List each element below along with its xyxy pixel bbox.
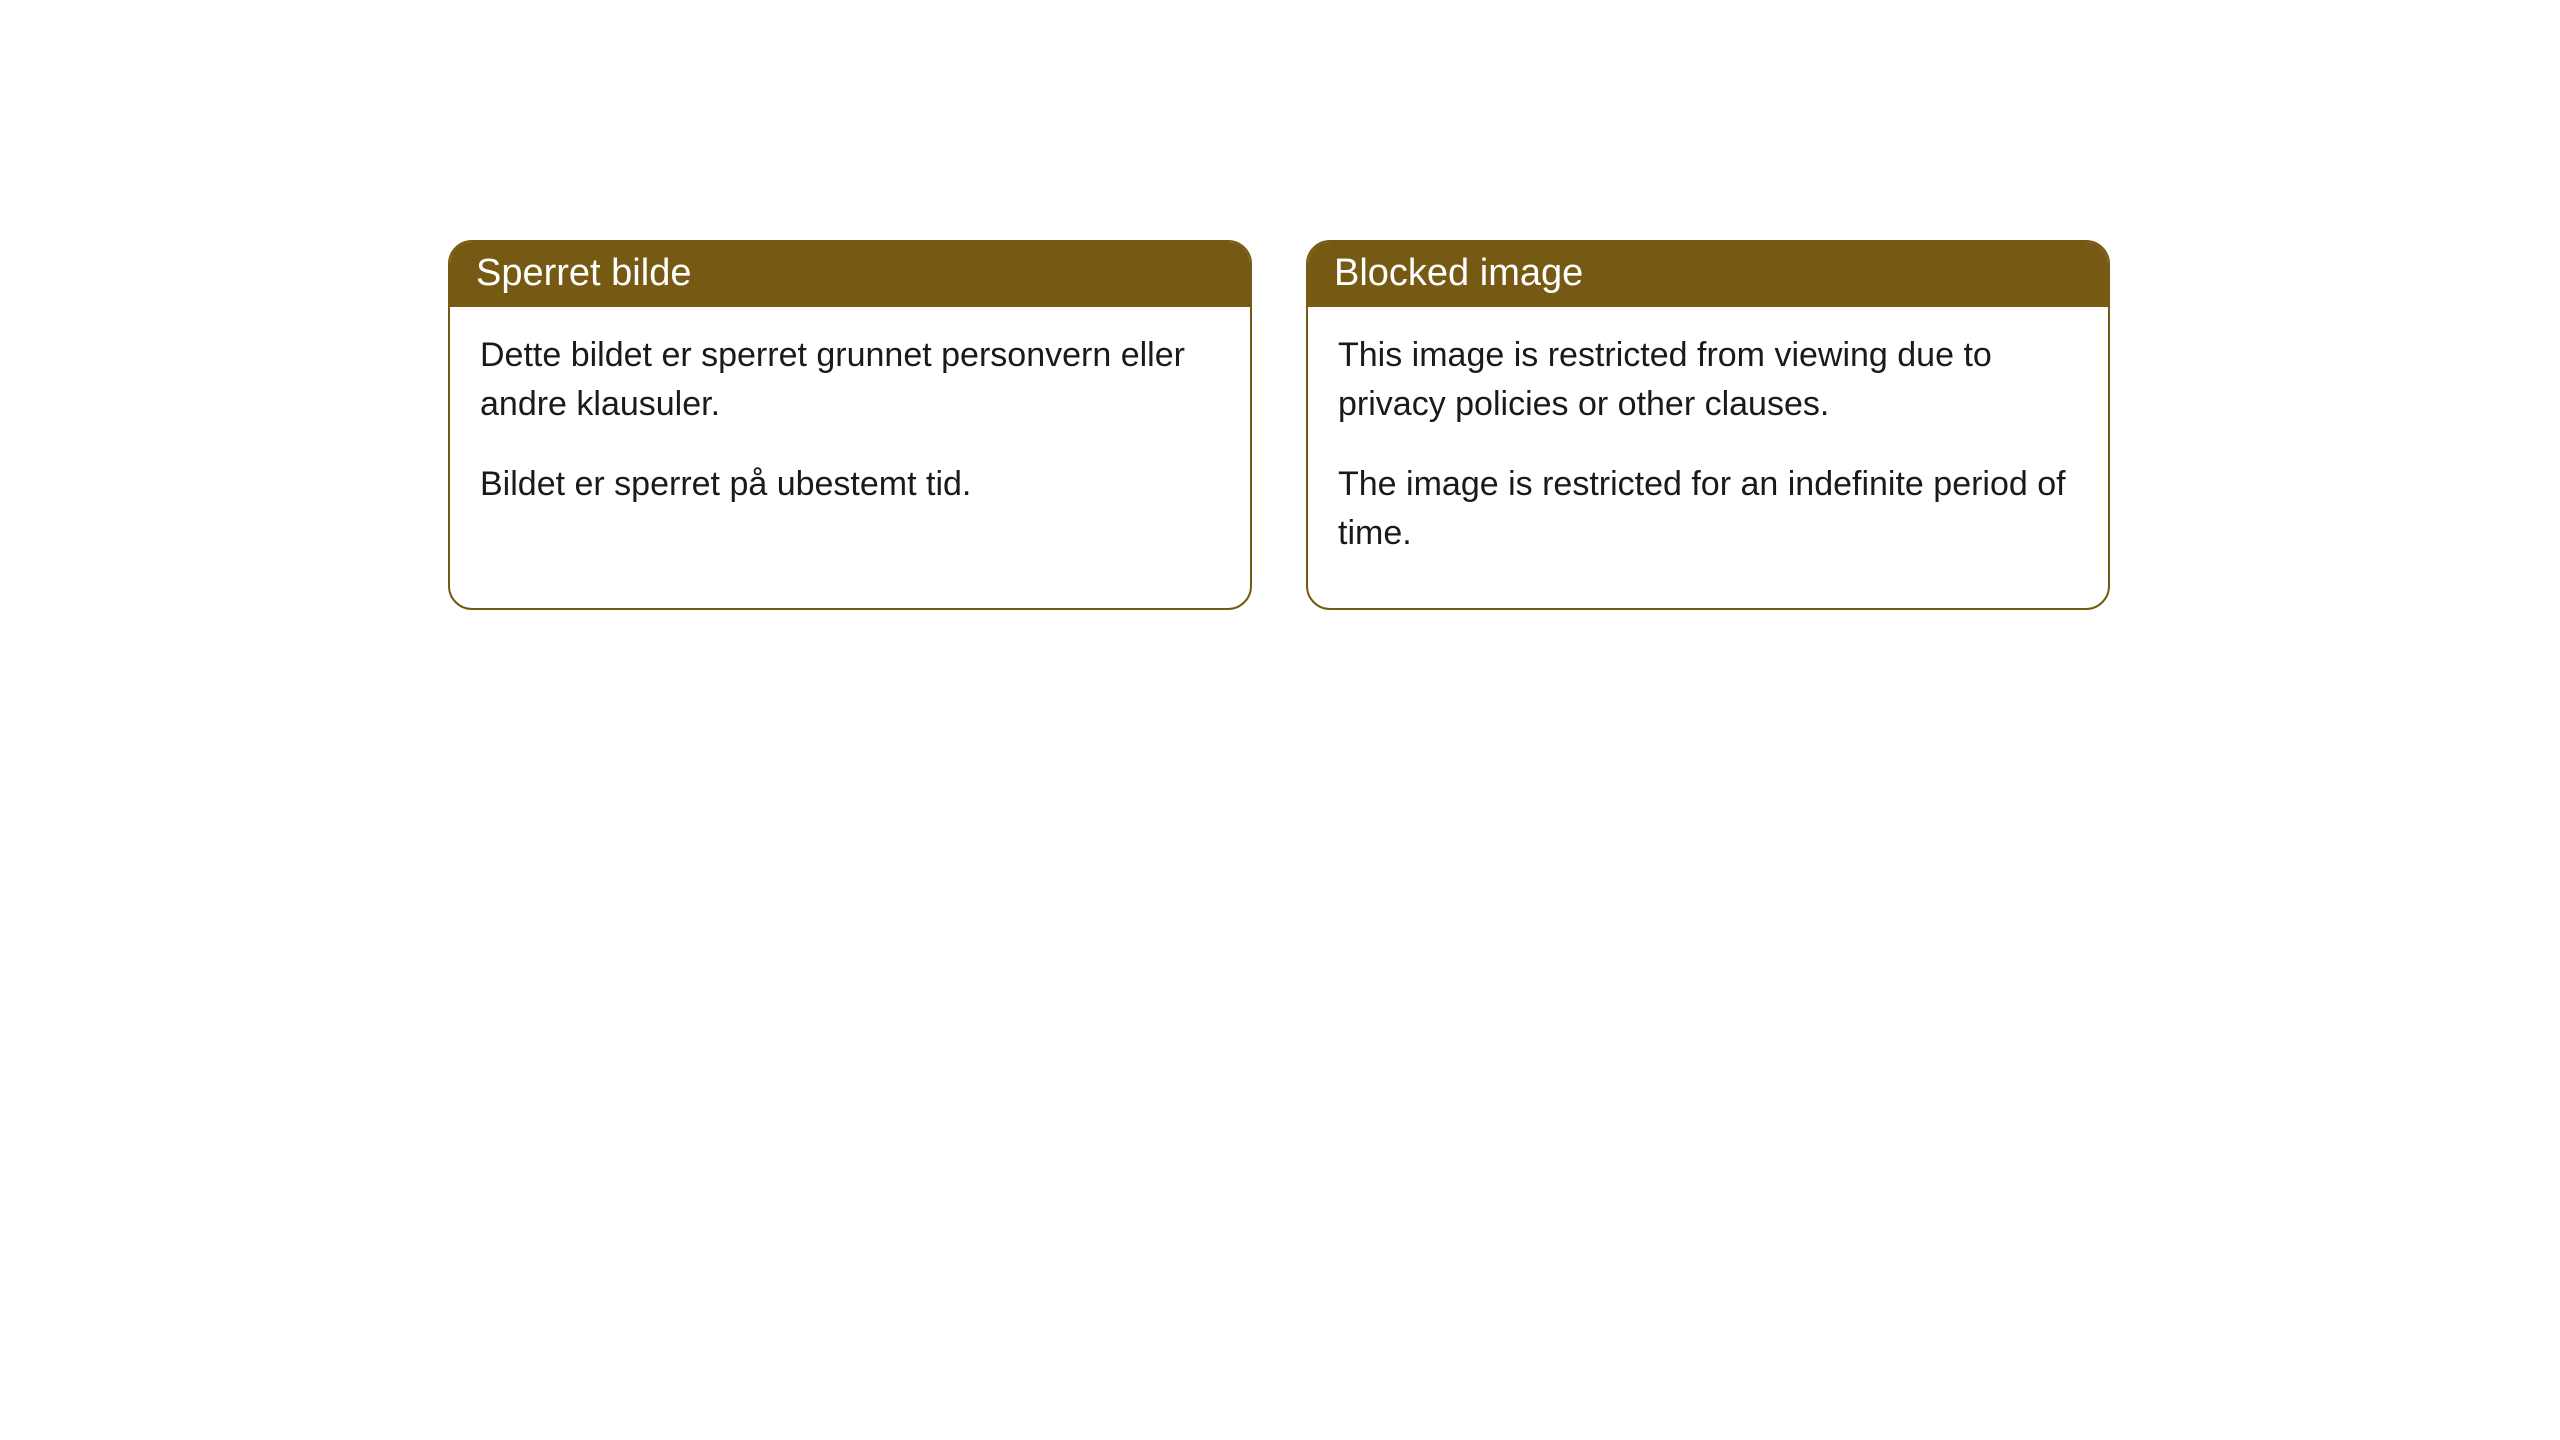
notice-cards-container: Sperret bilde Dette bildet er sperret gr…	[0, 0, 2560, 610]
card-body: This image is restricted from viewing du…	[1308, 307, 2108, 608]
card-paragraph: This image is restricted from viewing du…	[1338, 331, 2078, 430]
card-header: Blocked image	[1308, 242, 2108, 307]
card-paragraph: Bildet er sperret på ubestemt tid.	[480, 460, 1220, 509]
card-title: Sperret bilde	[476, 252, 691, 294]
card-body: Dette bildet er sperret grunnet personve…	[450, 307, 1250, 559]
card-paragraph: The image is restricted for an indefinit…	[1338, 460, 2078, 559]
card-title: Blocked image	[1334, 252, 1583, 294]
notice-card-english: Blocked image This image is restricted f…	[1306, 240, 2110, 610]
card-header: Sperret bilde	[450, 242, 1250, 307]
card-paragraph: Dette bildet er sperret grunnet personve…	[480, 331, 1220, 430]
notice-card-norwegian: Sperret bilde Dette bildet er sperret gr…	[448, 240, 1252, 610]
